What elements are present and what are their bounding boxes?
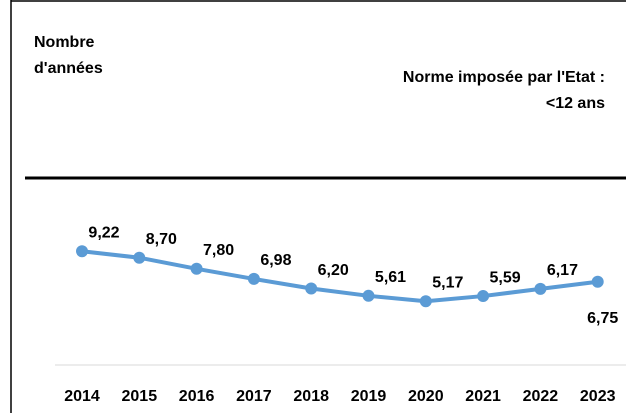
x-tick-label: 2016 bbox=[179, 388, 215, 405]
point bbox=[190, 262, 203, 275]
data-label: 6,98 bbox=[260, 252, 291, 269]
x-tick-label: 2020 bbox=[408, 388, 444, 405]
x-tick-label: 2021 bbox=[465, 388, 501, 405]
annotation: Norme imposée par l'Etat : <12 ans bbox=[402, 69, 605, 112]
point bbox=[419, 295, 432, 308]
x-tick-label: 2014 bbox=[64, 388, 100, 405]
point bbox=[362, 289, 375, 302]
point bbox=[591, 275, 604, 288]
x-tick-label: 2023 bbox=[580, 388, 616, 405]
x-tick-label: 2022 bbox=[523, 388, 559, 405]
point bbox=[76, 245, 88, 258]
data-label: 6,20 bbox=[318, 262, 349, 279]
point bbox=[477, 290, 490, 303]
point bbox=[133, 251, 146, 264]
data-label: 6,75 bbox=[587, 310, 618, 327]
data-label: 8,70 bbox=[146, 231, 177, 248]
point bbox=[534, 282, 547, 295]
data-label: 5,59 bbox=[490, 269, 521, 286]
data-label: 9,22 bbox=[88, 225, 119, 242]
line bbox=[81, 249, 598, 304]
x-tick-label: 2019 bbox=[351, 388, 387, 405]
x-tick-label: 2018 bbox=[293, 388, 329, 405]
point bbox=[247, 272, 260, 285]
x-tick-label: 2015 bbox=[122, 388, 158, 405]
data-label: 5,17 bbox=[432, 274, 463, 291]
x-tick-label: 2017 bbox=[236, 388, 272, 405]
data-label: 6,17 bbox=[547, 262, 578, 279]
data-label: 5,61 bbox=[375, 269, 406, 286]
point bbox=[305, 282, 318, 295]
data-label: 7,80 bbox=[203, 242, 234, 259]
y-axis-label: Nombre d'années bbox=[34, 34, 103, 77]
